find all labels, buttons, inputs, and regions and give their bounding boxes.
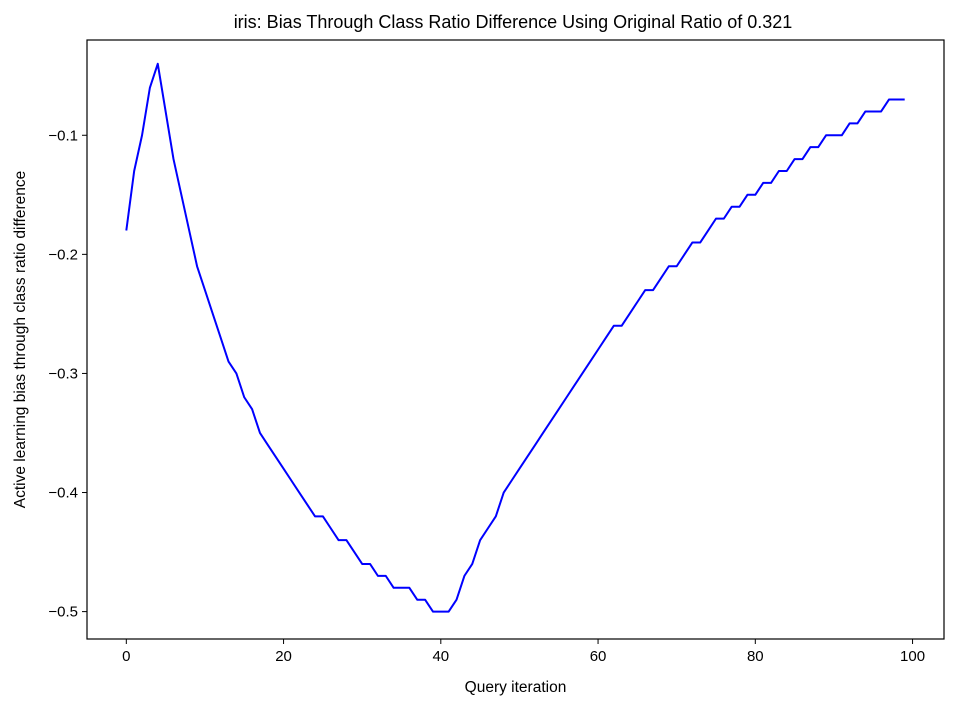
- x-axis-label: Query iteration: [465, 679, 567, 696]
- axes: 0 20 40 60 80 100 −0.1 −0.2 −0.3 −0.4 −0.5: [48, 127, 925, 665]
- x-tick-label: 80: [747, 648, 764, 665]
- x-tick-label: 0: [122, 648, 130, 665]
- plot-frame: [86, 39, 945, 640]
- series-line: [125, 62, 905, 613]
- y-tick-label: −0.4: [48, 485, 78, 502]
- x-tick-label: 40: [432, 648, 449, 665]
- y-tick-label: −0.5: [48, 604, 78, 621]
- x-tick-label: 100: [900, 648, 925, 665]
- y-tick-label: −0.1: [48, 127, 78, 144]
- y-tick-label: −0.3: [48, 365, 78, 382]
- x-tick-label: 60: [590, 648, 607, 665]
- chart-title: iris: Bias Through Class Ratio Differenc…: [234, 12, 793, 32]
- plot-area: [125, 62, 905, 613]
- y-axis-label: Active learning bias through class ratio…: [12, 171, 29, 508]
- y-tick-label: −0.2: [48, 246, 78, 263]
- x-tick-label: 20: [275, 648, 292, 665]
